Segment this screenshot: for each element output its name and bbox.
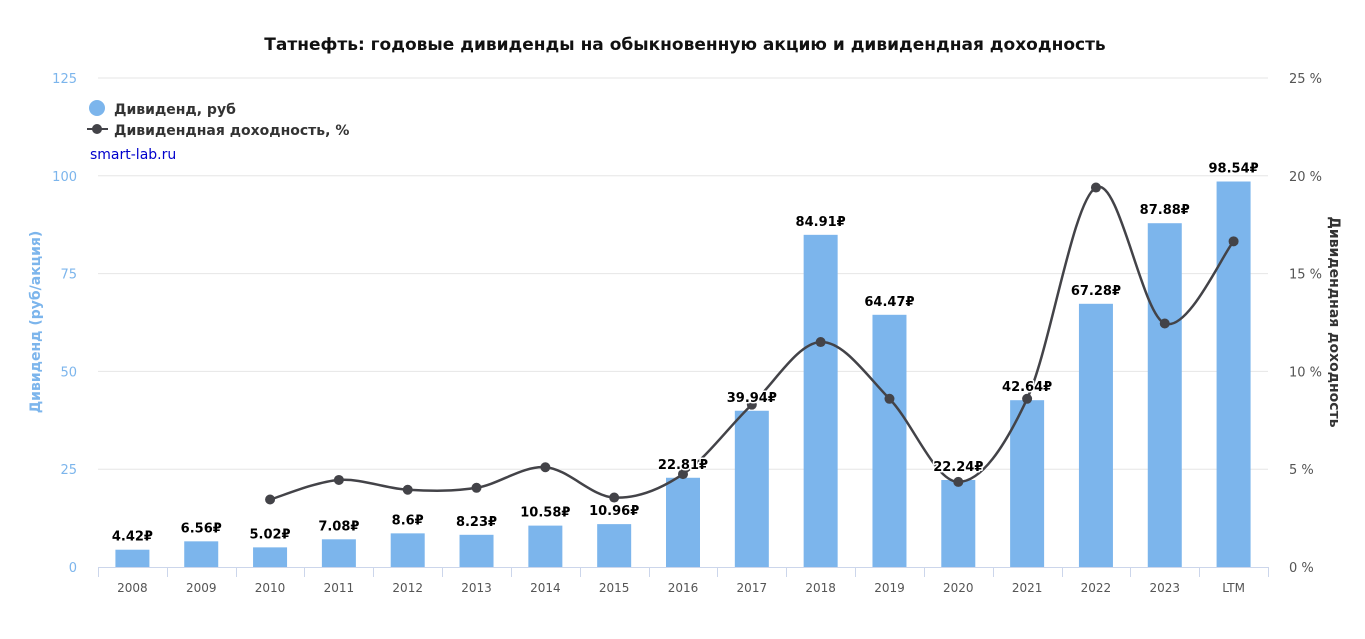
x-tick-label: 2013 [461, 581, 492, 595]
data-label: 67.28₽ [1071, 284, 1121, 299]
yield-point-2015[interactable] [609, 492, 620, 503]
x-tick-label: 2018 [805, 581, 836, 595]
yield-point-2013[interactable] [471, 482, 482, 493]
data-label: 98.54₽ [1209, 162, 1259, 177]
bar-2023[interactable] [1147, 223, 1182, 567]
yield-point-LTM[interactable] [1228, 236, 1239, 247]
x-tick-label: 2020 [943, 581, 974, 595]
data-label: 5.02₽ [249, 527, 290, 542]
bar-2008[interactable] [115, 549, 150, 567]
data-label: 8.23₽ [456, 515, 497, 530]
data-label: 42.64₽ [1002, 380, 1052, 395]
bar-2022[interactable] [1078, 303, 1113, 567]
chart-title: Татнефть: годовые дивиденды на обыкновен… [264, 35, 1105, 55]
x-axis: 2008 2009 2010 2011 2012 2013 2014 2015 2016 2017… [98, 567, 1269, 595]
legend-item-yield[interactable]: Дивидендная доходность, % [114, 123, 349, 139]
y-axis-right-ticks: 0 % 5 % 10 % 15 % 20 % 25 % [1289, 72, 1322, 576]
bar-2021[interactable] [1010, 400, 1045, 567]
y-left-tick-label: 0 [69, 561, 77, 576]
yield-point-2011[interactable] [333, 474, 344, 485]
y-right-tick-label: 10 % [1289, 365, 1322, 380]
bar-2013[interactable] [459, 534, 494, 567]
x-tick-label: 2008 [117, 581, 148, 595]
y-left-tick-label: 100 [52, 170, 77, 185]
data-labels: 4.42₽ 6.56₽ 5.02₽ 7.08₽ 8.6₽ 8.23₽ 10.58₽ 10.96… [110, 160, 1260, 546]
data-label: 22.81₽ [658, 458, 708, 473]
data-label: 7.08₽ [318, 519, 359, 534]
x-tick-label: 2014 [530, 581, 561, 595]
watermark-link[interactable]: smart-lab.ru [90, 147, 176, 163]
y-axis-left-ticks: 0 25 50 75 100 125 [52, 72, 77, 576]
y-right-tick-label: 20 % [1289, 170, 1322, 185]
bar-2020[interactable] [941, 479, 976, 567]
y-right-tick-label: 25 % [1289, 72, 1322, 87]
yield-point-2010[interactable] [265, 494, 276, 505]
bar-2014[interactable] [528, 525, 563, 567]
x-tick-label: 2021 [1012, 581, 1043, 595]
yield-point-2020[interactable] [953, 476, 964, 487]
data-label: 22.24₽ [933, 460, 983, 475]
y-left-tick-label: 125 [52, 72, 77, 87]
x-tick-label: 2009 [186, 581, 217, 595]
x-tick-label: 2011 [324, 581, 355, 595]
yield-point-2016[interactable] [678, 469, 688, 480]
y-left-tick-label: 50 [60, 365, 77, 380]
bar-2009[interactable] [184, 541, 219, 567]
x-tick-label: 2012 [392, 581, 423, 595]
bar-2016[interactable] [666, 477, 700, 567]
legend-item-dividend[interactable]: Дивиденд, руб [114, 102, 236, 118]
data-label: 87.88₽ [1140, 203, 1190, 218]
y-left-tick-label: 75 [60, 268, 77, 283]
data-label: 4.42₽ [112, 530, 153, 545]
x-tick-label: LTM [1222, 581, 1245, 595]
yield-point-2017[interactable] [746, 399, 757, 410]
grid-lines [98, 77, 1268, 470]
yield-point-2022[interactable] [1090, 182, 1101, 193]
x-tick-label: 2023 [1149, 581, 1180, 595]
yield-point-2023[interactable] [1159, 318, 1170, 329]
x-tick-label: 2010 [255, 581, 286, 595]
y-right-tick-label: 5 % [1289, 463, 1314, 478]
yield-point-2019[interactable] [884, 393, 895, 404]
x-tick-label: 2017 [737, 581, 768, 595]
legend-line-dot [92, 124, 102, 134]
bar-2019[interactable] [872, 314, 907, 567]
yield-point-2018[interactable] [815, 337, 826, 348]
y-left-tick-label: 25 [60, 463, 77, 478]
data-label: 10.58₽ [520, 506, 570, 521]
line-series [265, 182, 1239, 505]
bar-2017[interactable] [734, 410, 769, 567]
x-tick-label: 2016 [668, 581, 699, 595]
x-tick-label: 2015 [599, 581, 630, 595]
bar-2011[interactable] [321, 539, 356, 567]
data-label: 8.6₽ [392, 513, 424, 528]
yield-point-2012[interactable] [402, 484, 413, 495]
data-label: 84.91₽ [796, 215, 846, 230]
data-label: 10.96₽ [589, 504, 639, 519]
bar-2015[interactable] [597, 524, 632, 567]
y-right-tick-label: 15 % [1289, 268, 1322, 283]
bar-2018[interactable] [803, 234, 838, 567]
x-tick-label: 2022 [1081, 581, 1112, 595]
y-axis-left-label: Дивиденд (руб/акция) [28, 231, 44, 414]
x-tick-label: 2019 [874, 581, 905, 595]
bar-2012[interactable] [390, 533, 425, 567]
yield-point-2014[interactable] [540, 462, 551, 473]
bar-series [115, 181, 1251, 567]
data-label: 64.47₽ [864, 295, 914, 310]
data-label: 39.94₽ [727, 391, 777, 406]
y-axis-right-label: Дивидендная доходность [1326, 216, 1342, 427]
legend: Дивиденд, руб Дивидендная доходность, % [87, 100, 349, 139]
bar-2010[interactable] [253, 547, 288, 567]
data-label: 6.56₽ [181, 521, 222, 536]
legend-bar-marker [89, 100, 105, 116]
y-right-tick-label: 0 % [1289, 561, 1314, 576]
yield-point-2021[interactable] [1022, 393, 1033, 404]
